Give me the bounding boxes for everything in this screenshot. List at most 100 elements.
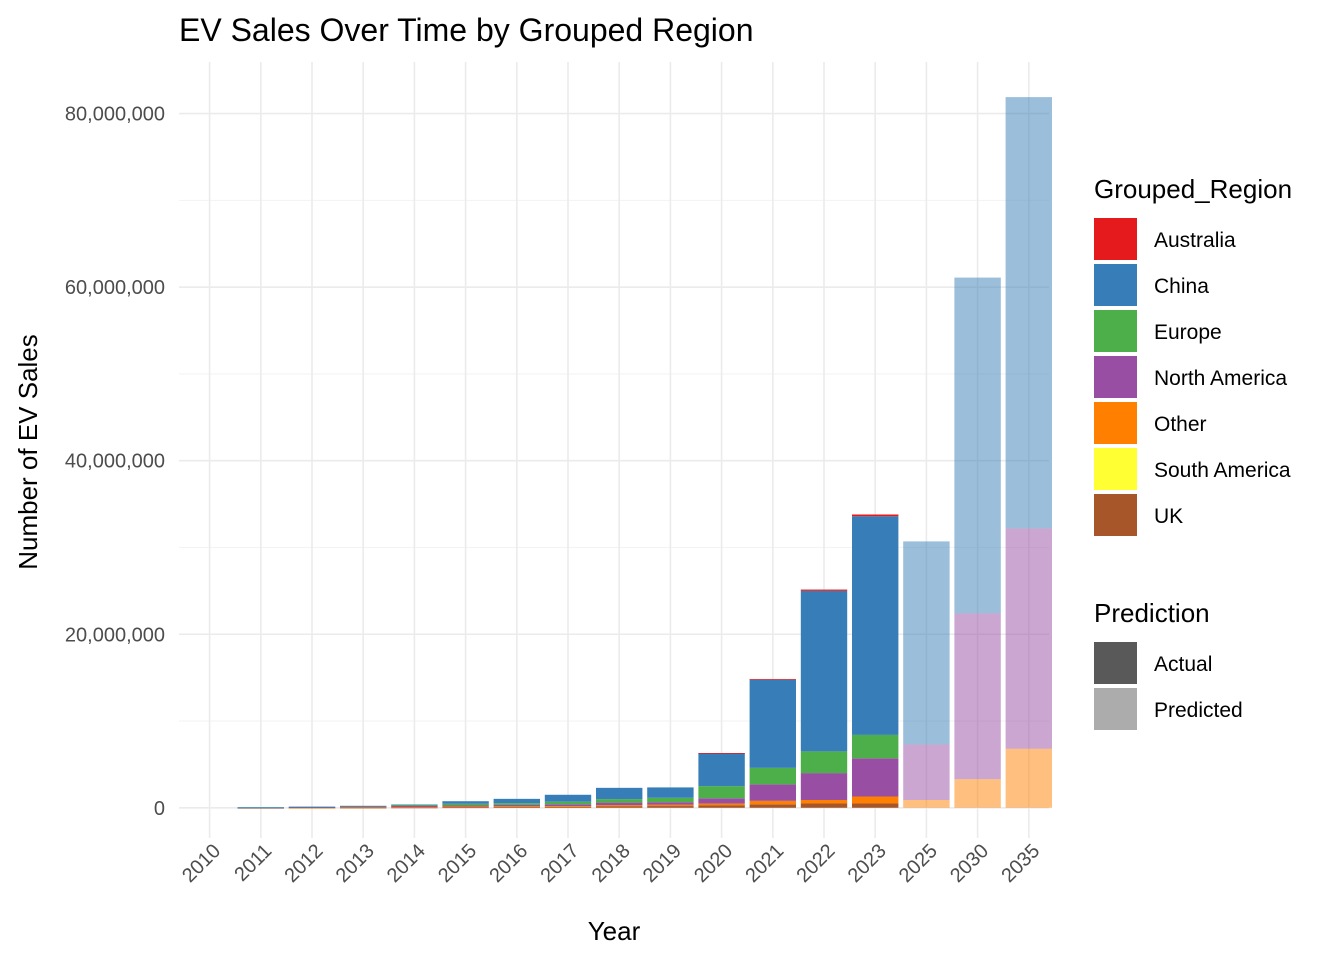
legend-region-swatch [1094, 448, 1137, 490]
bar-segment [749, 767, 796, 785]
x-tick-label: 2013 [332, 840, 379, 887]
bar-segment [852, 758, 899, 797]
bar-segment [749, 784, 796, 801]
bar-segment [749, 679, 796, 680]
bar-segment [954, 779, 1001, 808]
y-tick-label: 0 [154, 798, 165, 820]
bar-segment [442, 807, 489, 809]
bar-segment [1005, 748, 1052, 808]
bar-segment [852, 796, 899, 804]
legend-prediction-label: Actual [1154, 653, 1212, 676]
plot-bars [237, 97, 1052, 809]
bar-segment [493, 807, 540, 808]
x-tick-label: 2021 [741, 840, 788, 887]
x-tick-label: 2011 [230, 840, 276, 886]
bar-segment [903, 799, 950, 808]
x-axis-ticks: 2010 2011 2012 2013 2014 2015 2016 2017 2018 2019… [178, 840, 1044, 887]
legend-region-items: Australia China Europe North America Other So… [1094, 218, 1291, 536]
x-tick-label: 2022 [793, 840, 840, 887]
bar-segment [698, 786, 745, 799]
y-tick-label: 60,000,000 [65, 277, 165, 299]
x-tick-label: 2015 [434, 840, 481, 887]
legend-region-label: North America [1154, 367, 1287, 390]
legend-prediction: Prediction Actual Predicted [1094, 598, 1243, 730]
y-axis-ticks: 0 20,000,000 40,000,000 60,000,000 80,000,00… [65, 104, 165, 820]
x-axis-title: Year [588, 916, 641, 946]
bar-segment [442, 806, 489, 808]
bar-segment [1005, 528, 1052, 749]
bar-segment [596, 787, 643, 800]
bar-segment [852, 734, 899, 759]
x-tick-label: 2019 [639, 840, 686, 887]
chart-title: EV Sales Over Time by Grouped Region [179, 12, 754, 48]
x-tick-label: 2018 [588, 840, 635, 887]
bar-segment [647, 787, 694, 798]
x-tick-label: 2030 [946, 840, 993, 887]
legend-region-swatch [1094, 264, 1137, 306]
bar-segment [288, 807, 336, 809]
bar-segment [749, 804, 796, 808]
legend-region-swatch [1094, 310, 1137, 352]
x-tick-label: 2025 [895, 840, 942, 887]
bar-segment [288, 807, 336, 808]
bar-segment [698, 753, 745, 754]
legend-region-swatch [1094, 356, 1137, 398]
legend-region: Grouped_Region Australia China Europe North… [1094, 174, 1292, 536]
bar-segment [391, 805, 438, 808]
legend-prediction-swatch [1094, 642, 1137, 684]
bar-segment [800, 589, 848, 591]
x-tick-label: 2023 [844, 840, 891, 887]
legend-prediction-swatch [1094, 688, 1137, 730]
x-tick-label: 2016 [485, 840, 532, 887]
bar-segment [544, 794, 592, 802]
bar-segment [596, 805, 643, 807]
bar-segment [391, 807, 438, 808]
legend-region-label: Australia [1154, 229, 1236, 252]
bar-segment [544, 806, 592, 807]
legend-region-swatch [1094, 402, 1137, 444]
bar-segment [800, 773, 848, 800]
bar-segment [954, 613, 1001, 780]
bar-segment [800, 803, 848, 808]
bar-segment [493, 804, 540, 807]
bar-segment [903, 744, 950, 800]
bar-segment [493, 798, 540, 804]
bar-segment [442, 803, 489, 806]
bar-segment [391, 805, 438, 806]
bar-segment [340, 806, 387, 808]
bar-segment [749, 679, 796, 768]
bar-segment [749, 800, 796, 805]
bar-segment [647, 804, 694, 807]
legend-region-title: Grouped_Region [1094, 174, 1292, 204]
bar-segment [493, 806, 540, 808]
bar-segment [493, 803, 540, 805]
y-tick-label: 40,000,000 [65, 451, 165, 473]
bar-segment [647, 797, 694, 803]
bar-segment [442, 805, 489, 807]
bar-segment [391, 804, 438, 806]
bar-segment [647, 806, 694, 808]
bar-segment [954, 277, 1001, 614]
bar-segment [800, 590, 848, 752]
y-tick-label: 80,000,000 [65, 104, 165, 126]
bar-segment [698, 803, 745, 806]
bar-segment [288, 806, 336, 808]
bar-segment [852, 514, 899, 517]
legend-region-swatch [1094, 218, 1137, 260]
bar-segment [237, 807, 284, 809]
bar-segment [647, 802, 694, 805]
legend-region-label: China [1154, 275, 1209, 298]
legend-region-swatch [1094, 494, 1137, 536]
legend-prediction-label: Predicted [1154, 699, 1243, 722]
bar-segment [852, 803, 899, 808]
bar-segment [391, 807, 438, 809]
bar-segment [903, 541, 950, 745]
bar-segment [1005, 97, 1052, 529]
bar-segment [340, 805, 387, 807]
bar-segment [852, 516, 899, 735]
legend-region-label: UK [1154, 505, 1183, 528]
legend-prediction-items: Actual Predicted [1094, 642, 1243, 730]
legend-prediction-title: Prediction [1094, 598, 1210, 628]
bar-segment [340, 807, 387, 809]
